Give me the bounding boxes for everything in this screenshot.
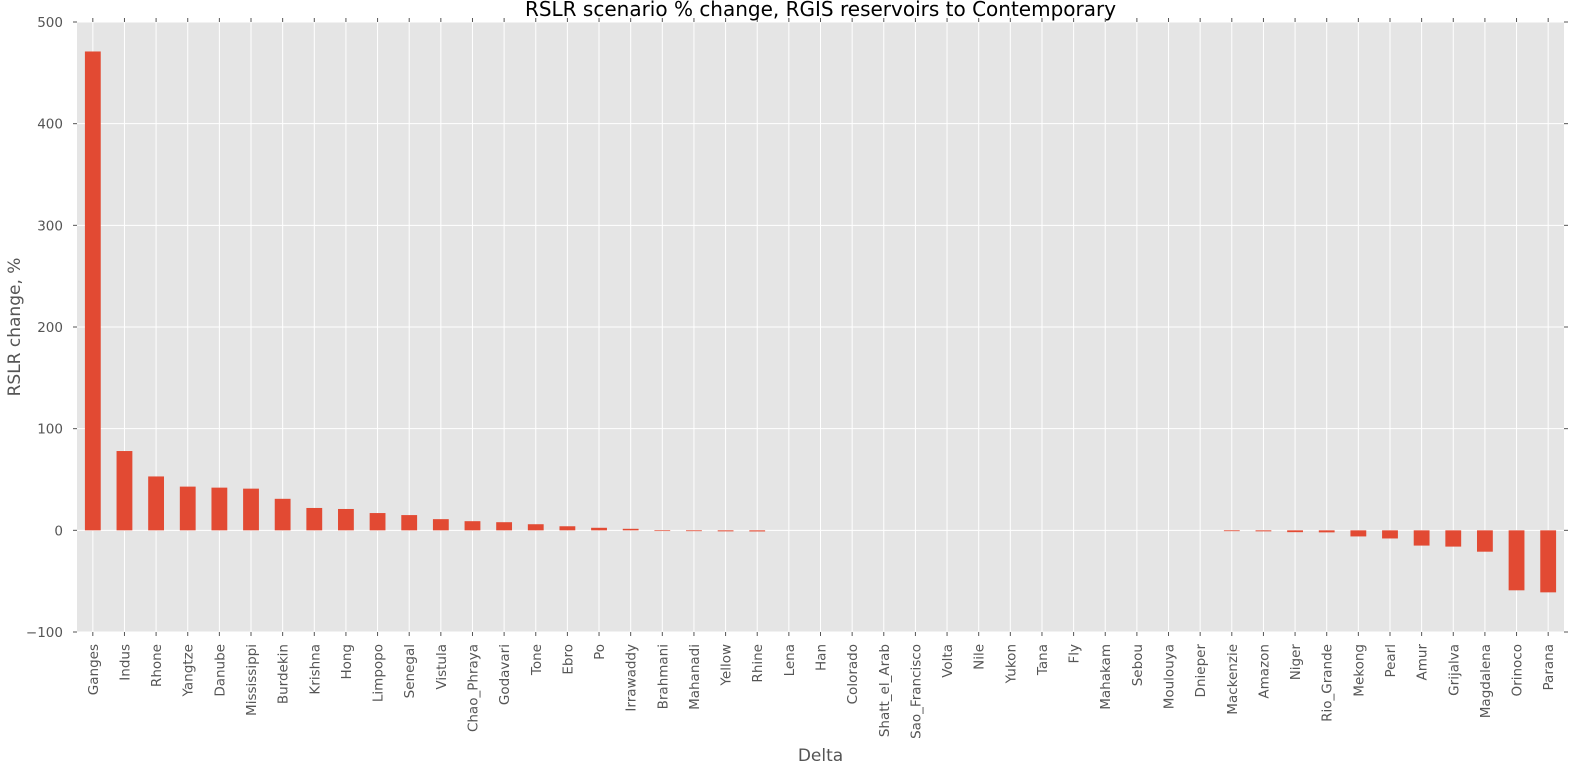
bars [84, 51, 1557, 593]
x-tick-label: Tone [529, 644, 545, 676]
x-tick-label: Grijalva [1446, 644, 1462, 696]
bar-indus [116, 451, 133, 531]
bar-ganges [84, 51, 101, 531]
x-tick-label: Mekong [1351, 644, 1367, 697]
x-tick-label: Nile [972, 644, 988, 670]
x-tick-label: Niger [1288, 644, 1304, 681]
x-tick-label: Colorado [845, 644, 861, 704]
x-tick-label: Fly [1067, 644, 1083, 664]
x-tick-label: Po [592, 644, 608, 660]
bar-grijalva [1445, 530, 1462, 547]
x-tick-label: Volta [940, 644, 956, 678]
x-tick-label: Rhine [750, 644, 766, 683]
x-tick-label: Indus [117, 644, 133, 681]
bar-po [591, 527, 607, 531]
x-tick-label: Senegal [402, 644, 418, 698]
x-tick-label: Irrawaddy [624, 644, 640, 712]
bar-tone [527, 524, 544, 531]
x-axis-ticks: Ganges Indus Rhone Yangtze Danube Mississippi… [86, 18, 1557, 739]
bar-hong [338, 508, 354, 531]
bar-limpopo [369, 513, 386, 531]
y-tick-label: 300 [37, 218, 63, 234]
x-tick-label: Burdekin [276, 644, 292, 704]
bar-amur [1413, 530, 1430, 546]
x-tick-label: Rio_Grande [1320, 644, 1336, 722]
x-tick-label: Vistula [434, 644, 450, 690]
bar-chao_phraya [464, 521, 481, 531]
bar-orinoco [1508, 530, 1525, 591]
x-tick-label: Dnieper [1193, 644, 1209, 698]
bar-rhine [749, 530, 766, 532]
x-tick-label: Krishna [307, 644, 323, 695]
x-tick-label: Mahakam [1098, 644, 1114, 710]
x-tick-label: Hong [339, 644, 355, 680]
bar-krishna [306, 507, 323, 531]
y-tick-label: 500 [37, 15, 63, 31]
bar-amazon [1255, 530, 1272, 532]
bar-burdekin [274, 498, 291, 531]
x-tick-label: Ganges [86, 644, 102, 695]
bar-senegal [401, 515, 418, 531]
bar-mississippi [243, 488, 259, 531]
x-tick-label: Mississippi [244, 644, 260, 716]
bar-rio_grande [1318, 530, 1335, 533]
bar-yangtze [179, 486, 196, 531]
x-tick-label: Han [814, 644, 830, 671]
bar-ebro [559, 526, 576, 531]
x-tick-label: Godavari [497, 644, 513, 705]
bar-danube [211, 487, 228, 531]
x-tick-label: Limpopo [371, 644, 387, 702]
y-axis-ticks: −100 0 100 200 300 400 500 [26, 15, 1568, 641]
x-tick-label: Sebou [1130, 644, 1146, 686]
x-tick-label: Orinoco [1510, 644, 1526, 696]
x-tick-label: Shatt_el_Arab [877, 644, 893, 737]
x-tick-label: Yangtze [181, 644, 197, 697]
x-tick-label: Tana [1035, 644, 1051, 676]
x-tick-label: Mahanadi [687, 644, 703, 710]
x-tick-label: Brahmani [655, 644, 671, 709]
bar-magdalena [1476, 530, 1493, 552]
x-tick-label: Yellow [719, 644, 735, 687]
x-tick-label: Parana [1541, 644, 1557, 690]
x-tick-label: Sao_Francisco [908, 644, 924, 739]
y-tick-label: 400 [37, 117, 63, 133]
bar-yellow [717, 530, 734, 532]
x-tick-label: Lena [782, 644, 798, 676]
y-axis-label: RSLR change, % [5, 258, 25, 397]
bar-vistula [432, 519, 449, 531]
x-tick-label: Yukon [1003, 644, 1019, 684]
bar-mekong [1350, 530, 1367, 537]
bar-rhone [148, 476, 165, 531]
x-axis-label: Delta [798, 746, 843, 766]
x-tick-label: Danube [212, 644, 228, 697]
x-tick-label: Chao_Phraya [465, 644, 481, 732]
bar-mackenzie [1223, 530, 1240, 532]
bar-pearl [1382, 530, 1398, 539]
x-tick-label: Amazon [1256, 644, 1272, 699]
x-tick-label: Magdalena [1478, 644, 1494, 718]
chart-title: RSLR scenario % change, RGIS reservoirs … [525, 0, 1116, 21]
y-tick-label: 0 [54, 523, 63, 539]
bar-parana [1540, 530, 1557, 593]
bar-mahanadi [686, 530, 702, 532]
x-tick-label: Amur [1415, 644, 1431, 681]
x-tick-label: Moulouya [1162, 644, 1178, 709]
bar-niger [1287, 530, 1303, 533]
x-tick-label: Rhone [149, 644, 165, 687]
y-tick-label: 200 [37, 320, 63, 336]
bar-irrawaddy [622, 528, 639, 531]
bar-godavari [496, 522, 513, 531]
x-tick-label: Mackenzie [1225, 644, 1241, 715]
y-tick-label: 100 [37, 422, 63, 438]
x-tick-label: Pearl [1383, 644, 1399, 678]
y-tick-label: −100 [26, 625, 63, 641]
x-tick-label: Ebro [560, 644, 576, 675]
bar-brahmani [654, 530, 671, 532]
